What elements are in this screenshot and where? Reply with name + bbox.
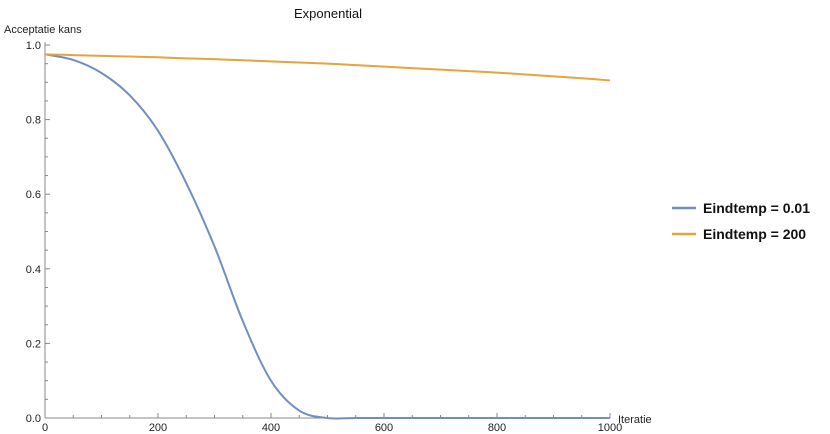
x-tick-label: 1000	[598, 422, 622, 434]
axes: 0 200 400 600 800 1000 0.0 0.2 0.4 0.6 0.8 1.0	[26, 40, 623, 434]
legend-label: Eindtemp = 0.01	[703, 200, 810, 216]
y-axis-label: Acceptatie kans	[4, 24, 82, 36]
series-line-1	[44, 53, 611, 82]
chart-title: Exponential	[294, 6, 362, 21]
y-tick-label: 0.2	[26, 338, 41, 350]
x-tick-label: 200	[149, 422, 167, 434]
series-line-0	[44, 53, 610, 420]
x-tick-label: 800	[488, 422, 506, 434]
x-tick-label: 600	[375, 422, 393, 434]
legend: Eindtemp = 0.01 Eindtemp = 200	[672, 200, 810, 242]
x-tick-label: 0	[42, 422, 48, 434]
y-tick-label: 0.4	[26, 264, 41, 276]
legend-label: Eindtemp = 200	[703, 226, 806, 242]
y-tick-label: 1.0	[26, 40, 41, 52]
x-tick-label: 400	[262, 422, 280, 434]
x-axis-label: Iteratie	[618, 414, 652, 426]
y-tick-label: 0.6	[26, 189, 41, 201]
y-tick-label: 0.0	[26, 413, 41, 425]
series-layer	[44, 53, 611, 420]
y-tick-label: 0.8	[26, 115, 41, 127]
